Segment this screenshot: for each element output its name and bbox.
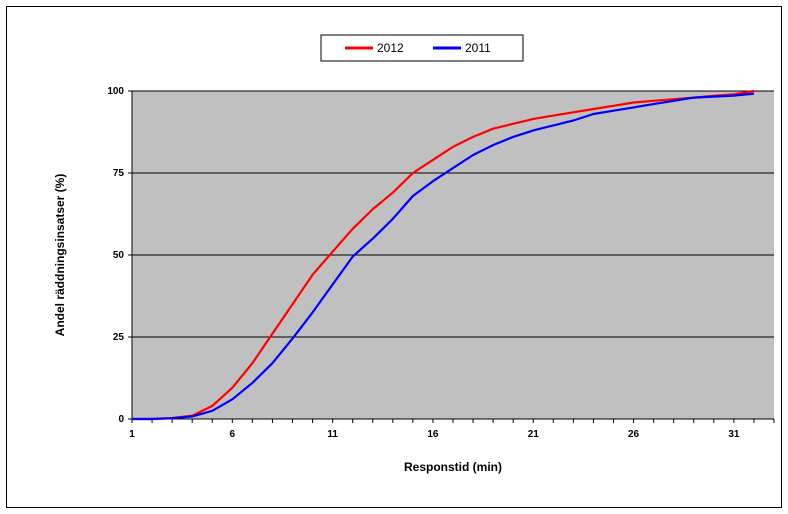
y-tick-label: 50 bbox=[113, 250, 125, 261]
y-tick-label: 25 bbox=[113, 332, 125, 343]
x-tick-label: 16 bbox=[427, 429, 439, 440]
y-tick-label: 100 bbox=[107, 86, 124, 97]
y-axis-ticks: 0 25 50 75 100 bbox=[107, 86, 132, 425]
series-lines bbox=[132, 89, 755, 421]
y-tick-label: 75 bbox=[113, 168, 125, 179]
chart-frame: 0 25 50 75 100 1 6 11 16 21 26 31 Responstid (min)… bbox=[6, 6, 782, 508]
legend: 2012 2011 bbox=[320, 34, 524, 62]
x-tick-label: 21 bbox=[528, 429, 540, 440]
legend-label-2012: 2012 bbox=[377, 41, 404, 55]
x-tick-label: 26 bbox=[628, 429, 640, 440]
y-axis-title: Andel räddningsinsatser (%) bbox=[53, 174, 67, 337]
x-tick-label: 31 bbox=[728, 429, 740, 440]
x-axis-ticks: 1 6 11 16 21 26 31 bbox=[129, 419, 775, 440]
x-tick-label: 6 bbox=[230, 429, 236, 440]
x-axis-title: Responstid (min) bbox=[404, 460, 502, 474]
y-tick-label: 0 bbox=[118, 414, 124, 425]
gridlines bbox=[132, 90, 774, 338]
x-tick-label: 1 bbox=[129, 429, 135, 440]
series-line-2011 bbox=[132, 92, 755, 421]
series-line-2012 bbox=[132, 89, 755, 421]
legend-label-2011: 2011 bbox=[465, 41, 491, 55]
x-tick-label: 11 bbox=[327, 429, 338, 440]
